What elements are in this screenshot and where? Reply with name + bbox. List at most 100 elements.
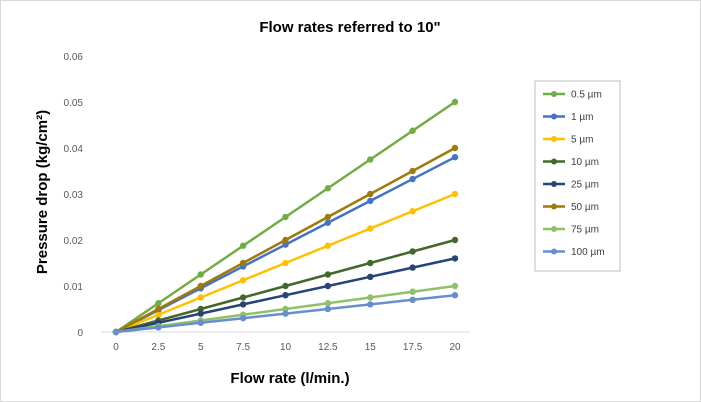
data-point — [239, 259, 247, 267]
data-point — [324, 242, 332, 249]
legend-marker — [551, 91, 557, 97]
data-point — [197, 305, 204, 313]
data-point — [409, 248, 416, 255]
data-point — [324, 219, 332, 226]
series-layer — [112, 98, 459, 336]
legend-marker — [551, 226, 557, 232]
data-point — [367, 225, 374, 232]
data-point — [155, 300, 162, 307]
data-point — [324, 300, 332, 307]
y-tick-label: 0.01 — [64, 282, 84, 293]
y-tick-label: 0 — [77, 328, 83, 339]
y-tick-label: 0.06 — [64, 52, 84, 63]
chart-title: Flow rates referred to 10" — [259, 19, 440, 36]
data-point — [451, 190, 459, 198]
legend-marker — [551, 181, 557, 187]
data-point — [409, 175, 416, 183]
x-axis-title: Flow rate (l/min.) — [230, 370, 349, 387]
data-point — [409, 208, 416, 215]
data-point — [367, 190, 374, 198]
data-point — [451, 144, 459, 152]
data-point — [409, 167, 416, 175]
data-point — [282, 310, 289, 317]
data-point — [324, 185, 332, 192]
data-point — [197, 282, 204, 290]
legend: 0.5 µm 1 µm 5 µm 10 µm 25 µm 50 µm 75 µm 100 µm — [534, 80, 621, 272]
x-tick-label: 12.5 — [318, 342, 338, 353]
series-50-m — [112, 144, 459, 336]
x-tick-label: 17.5 — [403, 342, 423, 353]
legend-label: 5 µm — [571, 135, 593, 146]
data-point — [324, 271, 332, 278]
y-tick-label: 0.05 — [64, 98, 84, 109]
data-point — [367, 197, 374, 205]
x-tick-label: 7.5 — [236, 342, 250, 353]
data-point — [367, 259, 374, 267]
series-5-m — [112, 190, 459, 336]
data-point — [451, 154, 459, 161]
x-tick-label: 15 — [365, 342, 377, 353]
data-point — [239, 294, 247, 301]
data-point — [197, 310, 204, 317]
legend-label: 1 µm — [571, 112, 593, 123]
data-point — [197, 271, 204, 278]
data-point — [155, 324, 162, 331]
legend-label: 100 µm — [571, 247, 605, 258]
data-point — [239, 242, 247, 249]
data-point — [367, 156, 374, 163]
y-axis-title: Pressure drop (kg/cm²) — [34, 110, 51, 274]
legend-marker — [551, 248, 557, 255]
data-point — [282, 305, 289, 313]
series-100-m — [112, 292, 459, 336]
legend-label: 75 µm — [571, 225, 599, 236]
legend-item: 0.5 µm — [543, 90, 602, 101]
legend-marker — [551, 136, 557, 142]
data-point — [239, 315, 247, 322]
data-point — [282, 292, 289, 299]
data-point — [367, 294, 374, 301]
x-tick-label: 10 — [280, 342, 292, 353]
data-point — [282, 241, 289, 248]
legend-label: 0.5 µm — [571, 90, 602, 101]
data-point — [324, 213, 332, 221]
data-point — [409, 127, 416, 134]
legend-item: 5 µm — [543, 135, 593, 146]
data-point — [367, 273, 374, 280]
data-point — [324, 305, 332, 313]
x-tick-label: 0 — [113, 342, 119, 353]
data-point — [409, 296, 416, 303]
data-point — [155, 305, 162, 313]
legend-marker — [551, 203, 557, 210]
axes: 0 2.5 5 7.5 10 12.5 15 17.5 20 0 0.01 0.02 0.03 0.04 0… — [64, 52, 470, 353]
data-point — [451, 292, 459, 299]
x-tick-label: 20 — [449, 342, 461, 353]
data-point — [155, 311, 162, 318]
legend-marker — [551, 158, 557, 165]
data-point — [282, 259, 289, 267]
data-point — [451, 98, 459, 106]
y-tick-label: 0.03 — [64, 190, 84, 201]
data-point — [239, 301, 247, 308]
legend-item: 10 µm — [543, 157, 599, 168]
data-point — [324, 282, 332, 290]
legend-label: 10 µm — [571, 157, 599, 168]
legend-label: 25 µm — [571, 180, 599, 191]
data-point — [451, 255, 459, 262]
data-point — [282, 236, 289, 244]
x-tick-label: 2.5 — [151, 342, 165, 353]
data-point — [409, 264, 416, 271]
legend-item: 100 µm — [543, 247, 605, 258]
legend-box — [534, 80, 621, 272]
data-point — [409, 288, 416, 295]
y-tick-label: 0.04 — [64, 144, 84, 155]
legend-marker — [551, 113, 557, 120]
legend-item: 75 µm — [543, 225, 599, 236]
x-tick-label: 5 — [198, 342, 204, 353]
legend-item: 50 µm — [543, 202, 599, 213]
y-tick-label: 0.02 — [64, 236, 84, 247]
data-point — [451, 282, 459, 290]
data-point — [239, 277, 247, 284]
data-point — [282, 213, 289, 221]
data-point — [112, 328, 120, 336]
